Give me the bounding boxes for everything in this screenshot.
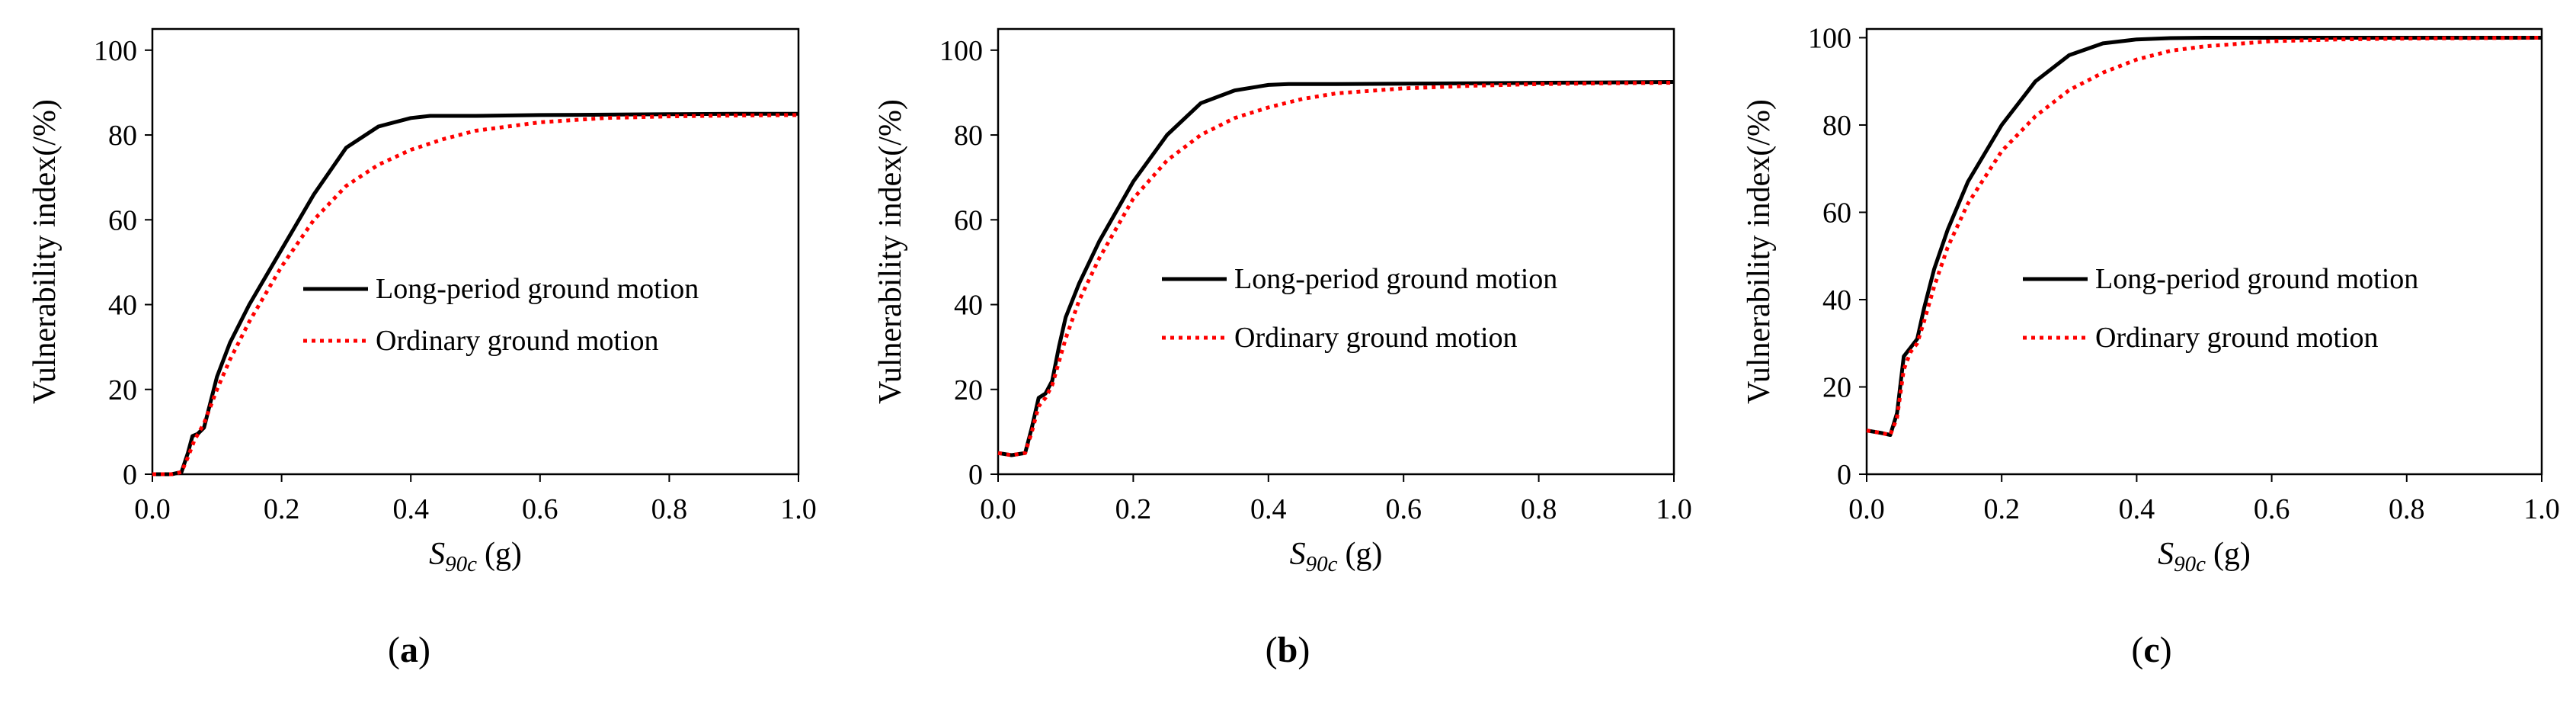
x-axis-label-subscript: 90c [445, 552, 477, 576]
caption-letter: a [400, 630, 418, 670]
x-tick-label: 0.6 [1385, 493, 1422, 525]
y-tick-label: 40 [954, 290, 983, 322]
y-tick-label: 100 [939, 35, 983, 67]
y-tick-label: 0 [1837, 459, 1851, 491]
y-tick-label: 0 [123, 459, 137, 491]
x-tick-label: 0.4 [2119, 493, 2155, 525]
y-tick-label: 60 [954, 204, 983, 236]
caption-paren-close: ) [418, 630, 430, 670]
y-tick-label: 0 [968, 459, 983, 491]
y-tick-label: 100 [1808, 22, 1851, 54]
series-line-long-period [152, 111, 798, 477]
y-tick-label: 40 [108, 290, 137, 322]
panel-caption: (b) [1266, 630, 1310, 670]
x-tick-label: 0.8 [1521, 493, 1557, 525]
series-line-ordinary [1866, 36, 2542, 437]
y-tick-label: 100 [94, 35, 137, 67]
x-tick-label: 0.8 [651, 493, 688, 525]
y-tick-label: 80 [1822, 110, 1851, 142]
x-axis-label-subscript: 90c [2174, 552, 2206, 576]
x-axis-label-subscript: 90c [1306, 552, 1338, 576]
x-axis-label-unit: (g) [2213, 537, 2251, 572]
legend-label-ordinary: Ordinary ground motion [376, 325, 659, 357]
x-tick-label: 0.6 [2254, 493, 2290, 525]
x-tick-label: 0.4 [1250, 493, 1287, 525]
y-tick-label: 40 [1822, 284, 1851, 316]
plot-frame [151, 27, 800, 476]
x-tick-label: 0.2 [1115, 493, 1152, 525]
chart-panel-b: 0.0 0.2 0.4 0.6 0.8 1.0 0 20 40 60 80 100 Vulnerabil… [873, 27, 1692, 670]
caption-paren-open: ( [388, 630, 400, 670]
chart-panel-a: 0.0 0.2 0.4 0.6 0.8 1.0 0 20 40 60 80 100 Vulnerabil… [27, 27, 817, 670]
plot-frame [1865, 27, 2543, 476]
x-tick-label: 0.4 [392, 493, 429, 525]
x-tick-label: 0.0 [1848, 493, 1885, 525]
x-axis-label-unit: (g) [485, 537, 522, 572]
x-tick-label: 0.6 [522, 493, 558, 525]
caption-letter: b [1278, 630, 1298, 670]
caption-paren-open: ( [1266, 630, 1278, 670]
caption-paren-close: ) [2160, 630, 2172, 670]
legend-label-ordinary: Ordinary ground motion [2095, 322, 2379, 354]
x-axis-label: S90c (g) [2158, 537, 2251, 576]
panel-caption: (c) [2131, 630, 2171, 670]
x-tick-label: 1.0 [780, 493, 817, 525]
x-tick-label: 0.2 [264, 493, 300, 525]
x-tick-label: 0.2 [1983, 493, 2020, 525]
series-line-long-period [1866, 36, 2542, 437]
series-line-long-period [997, 80, 1675, 457]
y-tick-label: 20 [108, 374, 137, 406]
legend-label-long-period: Long-period ground motion [376, 273, 699, 305]
x-axis-label: S90c (g) [1290, 537, 1383, 576]
legend-label-long-period: Long-period ground motion [1234, 263, 1557, 295]
caption-letter: c [2143, 630, 2159, 670]
chart-panel-c: 0.0 0.2 0.4 0.6 0.8 1.0 0 20 40 60 80 100 Vulnerabil… [1742, 22, 2560, 670]
x-tick-label: 1.0 [2523, 493, 2560, 525]
x-axis-label-symbol: S [2158, 537, 2174, 572]
x-axis-label-symbol: S [1290, 537, 1306, 572]
legend-label-long-period: Long-period ground motion [2095, 263, 2418, 295]
plot-frame [997, 27, 1675, 476]
caption-paren-open: ( [2131, 630, 2143, 670]
x-tick-label: 0.0 [134, 493, 171, 525]
y-tick-label: 60 [1822, 197, 1851, 229]
x-axis-label-symbol: S [429, 537, 445, 572]
y-tick-label: 20 [1822, 371, 1851, 403]
y-axis-label: Vulnerability index(/%) [27, 99, 62, 404]
y-tick-label: 60 [108, 204, 137, 236]
x-tick-label: 0.8 [2389, 493, 2425, 525]
series-line-ordinary [152, 113, 799, 477]
y-tick-label: 20 [954, 374, 983, 406]
y-tick-label: 80 [108, 120, 137, 152]
y-tick-label: 80 [954, 120, 983, 152]
caption-paren-close: ) [1298, 630, 1310, 670]
panel-caption: (a) [388, 630, 430, 670]
x-axis-label: S90c (g) [429, 537, 522, 576]
y-axis-label: Vulnerability index(/%) [873, 99, 908, 404]
x-axis-label-unit: (g) [1345, 537, 1382, 572]
y-axis-label: Vulnerability index(/%) [1742, 99, 1777, 404]
x-tick-label: 1.0 [1656, 493, 1692, 525]
legend-label-ordinary: Ordinary ground motion [1234, 322, 1518, 354]
x-tick-label: 0.0 [980, 493, 1016, 525]
